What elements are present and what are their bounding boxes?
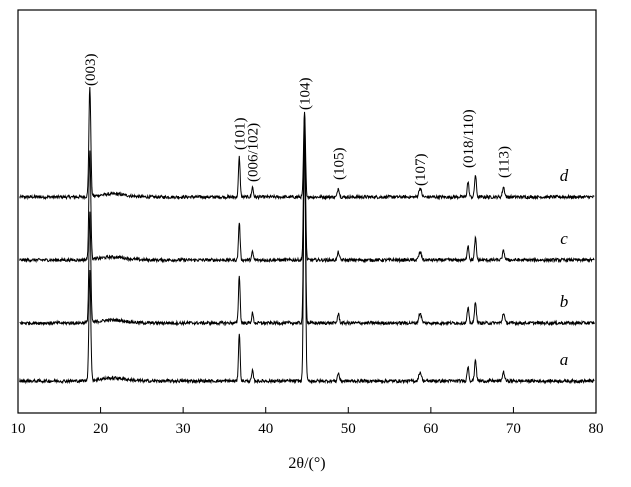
peak-label: (105): [331, 148, 347, 181]
x-axis-title: 2θ/(°): [288, 455, 325, 472]
peak-label: (018/110): [461, 109, 477, 168]
x-tick-label: 40: [258, 421, 273, 437]
series-lines: [19, 86, 595, 385]
series-line-b: [19, 117, 595, 327]
peak-label: (107): [413, 154, 429, 187]
series-line-d: [19, 86, 595, 201]
peak-label: (101): [232, 118, 248, 151]
peak-label: (006/102): [246, 123, 262, 182]
peak-label: (113): [497, 146, 513, 178]
x-tick-label: 70: [506, 421, 521, 437]
x-tick-label: 60: [423, 421, 438, 437]
series-label-a: a: [560, 350, 569, 369]
series-label-d: d: [560, 166, 569, 185]
peak-labels: (003) (101)(006/102) (104) (105) (107) (018/1…: [83, 54, 513, 187]
plot-frame: [17, 9, 597, 414]
x-tick-label: 10: [11, 421, 26, 437]
series-label-c: c: [560, 229, 568, 248]
x-tick-label: 50: [341, 421, 356, 437]
x-tick-label: 80: [589, 421, 604, 437]
peak-label: (104): [298, 78, 314, 111]
x-tick-label: 20: [93, 421, 108, 437]
series-line-c: [19, 113, 595, 264]
series-label-b: b: [560, 292, 569, 311]
x-axis-tick-labels: 10 20 30 40 50 60 70 80: [11, 421, 604, 437]
peak-label: (003): [83, 54, 99, 87]
series-line-a: [19, 115, 595, 385]
x-tick-label: 30: [176, 421, 191, 437]
series-labels: d c b a: [560, 166, 569, 369]
x-axis-ticks: [17, 407, 597, 413]
